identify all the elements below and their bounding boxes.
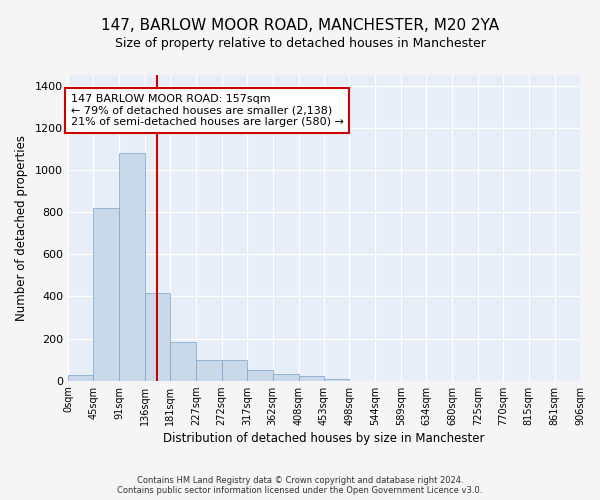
Bar — [145, 293, 170, 380]
X-axis label: Distribution of detached houses by size in Manchester: Distribution of detached houses by size … — [163, 432, 485, 445]
Bar — [68, 376, 94, 380]
Bar — [221, 360, 247, 380]
Text: 147 BARLOW MOOR ROAD: 157sqm
← 79% of detached houses are smaller (2,138)
21% of: 147 BARLOW MOOR ROAD: 157sqm ← 79% of de… — [71, 94, 344, 127]
Bar — [196, 360, 221, 380]
Bar — [94, 208, 119, 380]
Bar — [119, 153, 145, 380]
Y-axis label: Number of detached properties: Number of detached properties — [15, 135, 28, 321]
Text: Contains HM Land Registry data © Crown copyright and database right 2024.
Contai: Contains HM Land Registry data © Crown c… — [118, 476, 482, 495]
Bar — [299, 376, 324, 380]
Bar — [170, 342, 196, 380]
Text: Size of property relative to detached houses in Manchester: Size of property relative to detached ho… — [115, 38, 485, 51]
Bar — [272, 374, 299, 380]
Bar — [324, 378, 349, 380]
Text: 147, BARLOW MOOR ROAD, MANCHESTER, M20 2YA: 147, BARLOW MOOR ROAD, MANCHESTER, M20 2… — [101, 18, 499, 32]
Bar — [247, 370, 272, 380]
